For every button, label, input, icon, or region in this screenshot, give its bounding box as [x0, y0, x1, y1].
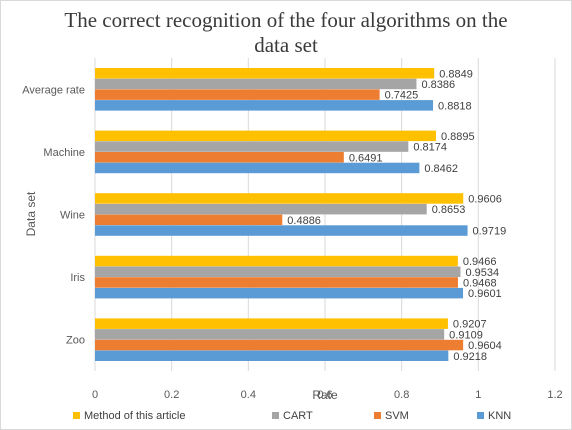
data-label: 0.6491	[349, 152, 383, 164]
bar	[95, 68, 435, 79]
bar	[95, 329, 445, 340]
data-label: 0.8895	[441, 131, 475, 143]
data-label: 0.8849	[439, 68, 473, 80]
bar	[95, 78, 417, 90]
x-tick-label: 0.6	[317, 389, 332, 401]
legend-swatch	[374, 412, 381, 419]
data-label: 0.9207	[453, 319, 487, 331]
bar	[95, 225, 468, 236]
bar	[95, 203, 427, 215]
bar	[95, 318, 448, 329]
data-label: 0.8462	[424, 163, 458, 175]
data-label: 0.9606	[468, 193, 502, 205]
data-label: 0.8386	[421, 79, 455, 91]
legend: Method of this article CART SVM KNN	[73, 410, 511, 422]
y-tick-label: Machine	[43, 147, 85, 159]
data-label: 0.4886	[287, 215, 321, 227]
bar	[95, 162, 420, 174]
bar	[95, 266, 461, 277]
data-label: 0.9468	[463, 277, 497, 289]
bar	[95, 130, 436, 142]
bar	[95, 89, 380, 100]
data-label: 0.9466	[463, 256, 497, 268]
bar	[95, 277, 458, 288]
legend-label: SVM	[385, 410, 409, 422]
legend-label: KNN	[488, 410, 511, 422]
y-axis-title: Data set	[24, 191, 38, 236]
legend-swatch	[272, 412, 279, 419]
y-tick-labels: Average rate Machine Wine Iris Zoo	[22, 84, 85, 346]
bar	[95, 193, 464, 204]
bar	[95, 100, 434, 111]
data-label: 0.9534	[465, 267, 499, 279]
bars	[95, 68, 468, 361]
x-tick-label: 0	[92, 389, 98, 401]
x-axis-title: Rate	[312, 388, 338, 402]
bar	[95, 255, 458, 267]
x-tick-label: 0.4	[241, 389, 256, 401]
data-label: 0.9601	[468, 288, 502, 300]
legend-label: CART	[283, 410, 313, 422]
x-tick-labels: 0 0.2 0.4 0.6 0.8 1 1.2	[92, 389, 563, 401]
y-tick-label: Iris	[70, 272, 85, 284]
x-tick-label: 0.8	[394, 389, 409, 401]
legend-swatch	[73, 412, 80, 419]
data-label: 0.7425	[385, 90, 419, 102]
bar	[95, 141, 409, 152]
x-tick-label: 0.2	[164, 389, 179, 401]
bar	[95, 339, 464, 351]
data-label: 0.9109	[449, 329, 483, 341]
chart-title: The correct recognition of the four algo…	[64, 8, 507, 57]
y-tick-label: Average rate	[22, 84, 85, 96]
bar	[95, 287, 464, 299]
data-label: 0.9604	[468, 340, 502, 352]
bar	[95, 350, 449, 361]
data-label: 0.9218	[453, 351, 487, 363]
x-tick-label: 1	[475, 389, 481, 401]
legend-swatch	[477, 412, 484, 419]
chart-title-line: data set	[254, 33, 318, 57]
chart-title-line: The correct recognition of the four algo…	[64, 8, 507, 32]
y-tick-label: Zoo	[66, 335, 85, 347]
data-label: 0.8818	[438, 100, 472, 112]
legend-label: Method of this article	[84, 410, 186, 422]
data-label: 0.9719	[473, 226, 507, 238]
bar	[95, 214, 283, 226]
y-tick-label: Wine	[60, 210, 85, 222]
bar	[95, 152, 344, 163]
data-label: 0.8653	[432, 204, 466, 216]
data-label: 0.8174	[413, 142, 447, 154]
x-tick-label: 1.2	[547, 389, 562, 401]
